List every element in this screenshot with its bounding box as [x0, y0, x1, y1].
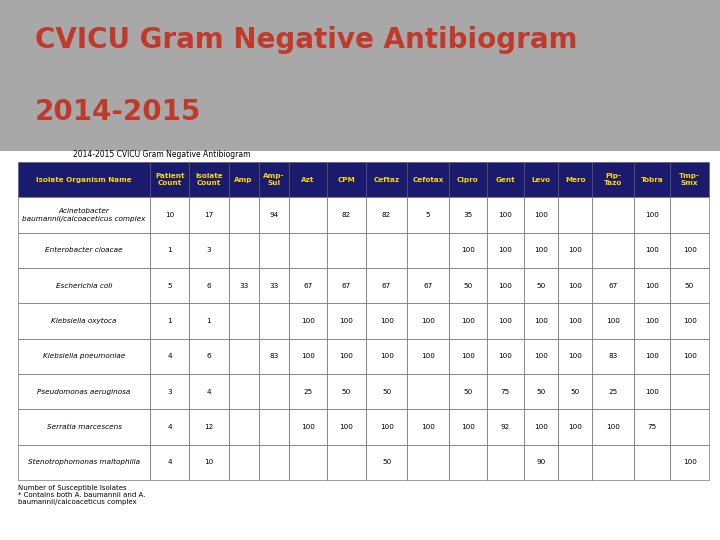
Text: Number of Susceptible Isolates
* Contains both A. baumannii and A.
baumannii/cal: Number of Susceptible Isolates * Contain… — [18, 485, 145, 505]
Text: 2014-2015 CVICU Gram Negative Antibiogram: 2014-2015 CVICU Gram Negative Antibiogra… — [73, 150, 251, 159]
Text: 2014-2015: 2014-2015 — [35, 98, 202, 126]
Text: CVICU Gram Negative Antibiogram: CVICU Gram Negative Antibiogram — [35, 26, 577, 54]
